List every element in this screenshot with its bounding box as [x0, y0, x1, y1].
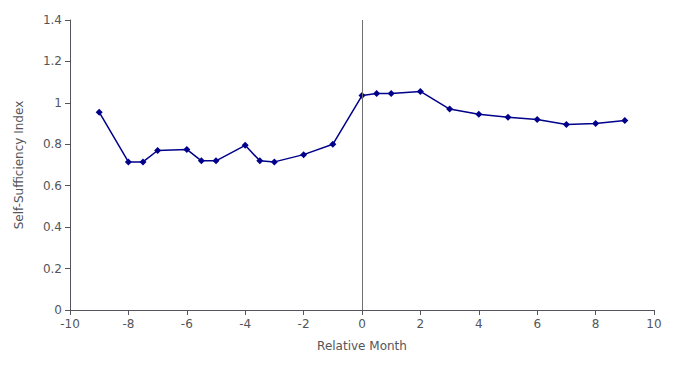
svg-text:1.2: 1.2	[43, 54, 62, 68]
svg-text:0: 0	[54, 303, 62, 317]
svg-text:-4: -4	[239, 317, 251, 331]
svg-text:-8: -8	[122, 317, 134, 331]
svg-text:-6: -6	[181, 317, 193, 331]
svg-text:-2: -2	[298, 317, 310, 331]
svg-text:6: 6	[533, 317, 541, 331]
svg-text:0: 0	[358, 317, 366, 331]
svg-text:0.8: 0.8	[43, 137, 62, 151]
svg-text:4: 4	[475, 317, 483, 331]
svg-text:1.4: 1.4	[43, 13, 62, 27]
svg-text:10: 10	[646, 317, 661, 331]
svg-text:Self-Sufficiency Index: Self-Sufficiency Index	[12, 101, 26, 230]
svg-text:0.4: 0.4	[43, 220, 62, 234]
svg-text:-10: -10	[60, 317, 80, 331]
svg-text:2: 2	[417, 317, 425, 331]
svg-text:0.2: 0.2	[43, 262, 62, 276]
svg-text:8: 8	[592, 317, 600, 331]
svg-text:Relative Month: Relative Month	[317, 339, 407, 353]
svg-text:1: 1	[54, 96, 62, 110]
svg-text:0.6: 0.6	[43, 179, 62, 193]
